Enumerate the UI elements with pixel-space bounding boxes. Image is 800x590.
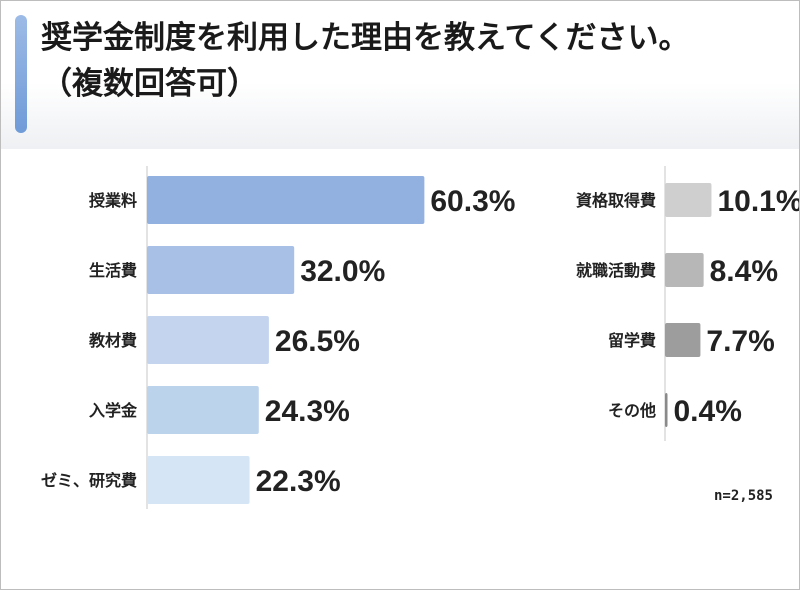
chart-title-line-1: 奨学金制度を利用した理由を教えてください。: [41, 20, 690, 56]
title-accent-bar: [15, 15, 27, 133]
category-label: 生活費: [89, 261, 137, 280]
value-label: 0.4%: [674, 395, 742, 428]
bar: [665, 393, 668, 427]
value-label: 26.5%: [275, 325, 360, 358]
bar: [665, 323, 701, 357]
bar: [665, 183, 712, 217]
value-label: 22.3%: [256, 465, 341, 498]
bar: [147, 386, 259, 434]
bar: [147, 176, 425, 224]
category-label: 留学費: [608, 331, 656, 350]
chart-title: 奨学金制度を利用した理由を教えてください。 （複数回答可）: [41, 15, 791, 107]
sample-size-label: n=2,585: [714, 488, 773, 504]
category-label: 入学金: [89, 401, 138, 420]
bar: [147, 456, 250, 504]
chart-title-line-2: （複数回答可）: [41, 66, 258, 102]
bar: [665, 253, 704, 287]
category-label: 資格取得費: [576, 191, 656, 210]
value-label: 8.4%: [710, 255, 778, 288]
category-label: ゼミ、研究費: [41, 471, 137, 490]
value-label: 10.1%: [717, 185, 799, 218]
category-label: 授業料: [89, 191, 137, 210]
category-label: 教材費: [89, 331, 137, 350]
value-label: 7.7%: [706, 325, 774, 358]
bar: [147, 316, 269, 364]
category-label: 就職活動費: [576, 261, 656, 280]
value-label: 32.0%: [300, 255, 385, 288]
category-label: その他: [608, 401, 656, 420]
value-label: 24.3%: [265, 395, 350, 428]
value-label: 60.3%: [430, 185, 515, 218]
bar: [147, 246, 295, 294]
title-banner: 奨学金制度を利用した理由を教えてください。 （複数回答可）: [1, 1, 799, 149]
